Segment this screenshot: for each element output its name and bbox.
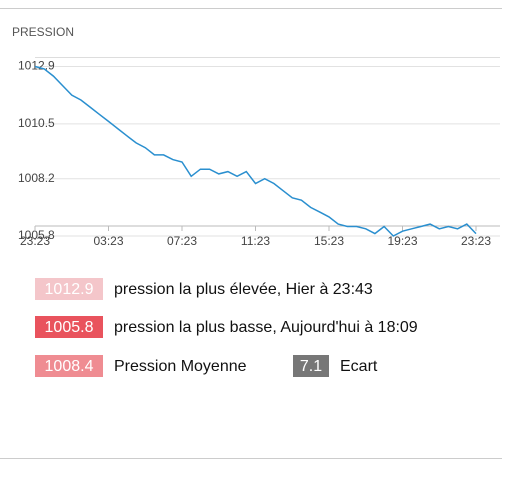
stat-text: pression la plus basse, Aujourd'hui à 18… (114, 319, 418, 336)
stat-badge (35, 316, 103, 338)
x-tick-label: 07:23 (167, 234, 197, 248)
stat-value: 1008.4 (45, 358, 94, 375)
y-tick-label: 1010.5 (18, 116, 55, 130)
stat-value: 7.1 (300, 358, 322, 375)
stat-text: pression la plus élevée, Hier à 23:43 (114, 281, 373, 298)
stat-badge (293, 355, 329, 377)
stat-badge (35, 278, 103, 300)
x-tick-label: 11:23 (241, 234, 270, 248)
chart-title: PRESSION (12, 25, 74, 39)
x-tick-label: 15:23 (314, 234, 344, 248)
x-tick-label: 19:23 (387, 234, 417, 248)
y-tick-label: 1008.2 (18, 171, 55, 185)
stat-text: Pression Moyenne (114, 358, 247, 375)
stat-badge (35, 355, 103, 377)
x-tick-label: 23:23 (461, 234, 491, 248)
y-tick-label: 1005.8 (18, 228, 55, 242)
x-tick-label: 23:23 (20, 234, 50, 248)
y-tick-label: 1012.9 (18, 59, 55, 73)
line-series (34, 65, 477, 237)
stat-value: 1012.9 (45, 281, 94, 298)
stat-text: Ecart (340, 358, 378, 375)
stat-value: 1005.8 (45, 319, 94, 336)
x-tick-label: 03:23 (93, 234, 123, 248)
